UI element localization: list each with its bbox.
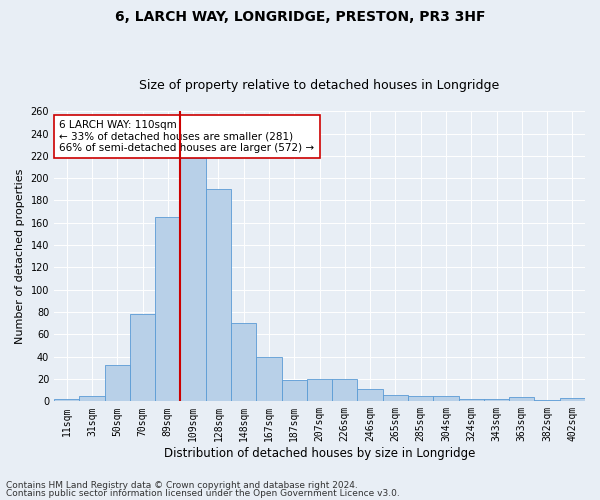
Bar [358,389,383,402]
Bar [181,158,206,402]
Title: Size of property relative to detached houses in Longridge: Size of property relative to detached ho… [139,79,500,92]
Bar [408,396,433,402]
Text: 6, LARCH WAY, LONGRIDGE, PRESTON, PR3 3HF: 6, LARCH WAY, LONGRIDGE, PRESTON, PR3 3H… [115,10,485,24]
Y-axis label: Number of detached properties: Number of detached properties [15,168,25,344]
Bar [535,400,560,402]
Bar [79,396,104,402]
Bar [206,190,231,402]
Bar [560,398,585,402]
Text: Contains public sector information licensed under the Open Government Licence v3: Contains public sector information licen… [6,488,400,498]
X-axis label: Distribution of detached houses by size in Longridge: Distribution of detached houses by size … [164,447,475,460]
Text: 6 LARCH WAY: 110sqm
← 33% of detached houses are smaller (281)
66% of semi-detac: 6 LARCH WAY: 110sqm ← 33% of detached ho… [59,120,314,153]
Bar [433,396,458,402]
Bar [231,323,256,402]
Bar [509,397,535,402]
Bar [458,399,484,402]
Bar [332,379,358,402]
Bar [484,399,509,402]
Bar [383,394,408,402]
Bar [281,380,307,402]
Bar [256,356,281,402]
Bar [307,379,332,402]
Bar [54,399,79,402]
Bar [130,314,155,402]
Text: Contains HM Land Registry data © Crown copyright and database right 2024.: Contains HM Land Registry data © Crown c… [6,481,358,490]
Bar [104,364,130,402]
Bar [155,217,181,402]
